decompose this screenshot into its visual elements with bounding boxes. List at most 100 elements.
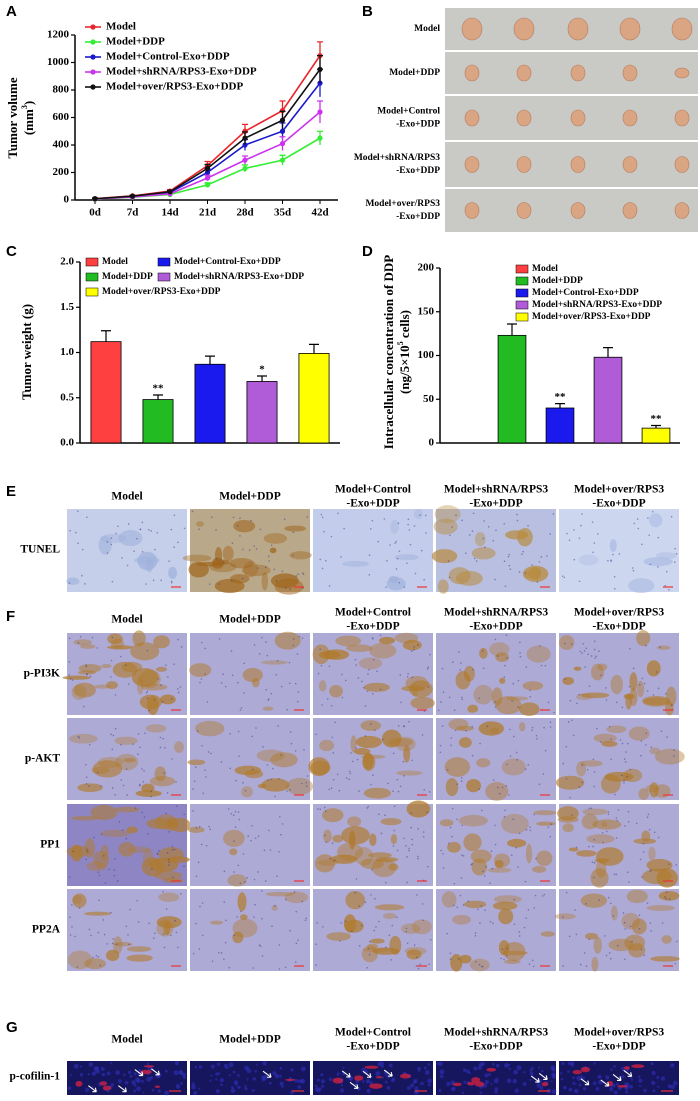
x-tick-label: 7d — [127, 207, 139, 219]
texture — [223, 958, 225, 961]
texture — [229, 732, 231, 735]
texture — [482, 667, 485, 669]
y-axis-label: Tumor weight (g) — [19, 304, 34, 400]
texture — [672, 1063, 675, 1067]
texture — [68, 582, 71, 584]
texture — [479, 742, 481, 745]
texture — [246, 877, 248, 879]
column-header: Model+Control — [335, 1027, 411, 1039]
texture — [70, 1074, 73, 1077]
texture — [103, 855, 105, 857]
tumor — [570, 202, 586, 219]
texture — [86, 673, 88, 675]
texture — [321, 1084, 325, 1088]
texture — [278, 968, 281, 970]
texture — [175, 781, 177, 783]
texture — [310, 760, 331, 775]
y-axis-label: Intracellular concentration of DDP (ng/5×… — [381, 255, 412, 449]
texture — [393, 829, 396, 832]
texture — [413, 525, 416, 527]
texture — [506, 954, 508, 957]
texture — [321, 516, 324, 519]
texture — [112, 938, 115, 940]
texture — [448, 696, 451, 699]
texture — [665, 891, 668, 894]
texture — [360, 720, 382, 731]
texture — [93, 850, 110, 869]
texture — [506, 763, 508, 766]
texture — [467, 1081, 475, 1086]
legend-swatch — [515, 312, 529, 322]
texture — [551, 1089, 557, 1095]
texture — [516, 1065, 522, 1071]
texture — [536, 581, 539, 583]
texture — [301, 782, 303, 785]
texture — [606, 725, 627, 734]
texture — [136, 899, 138, 902]
texture — [550, 823, 552, 825]
texture — [239, 517, 241, 520]
texture — [354, 747, 371, 755]
texture — [615, 837, 618, 839]
texture — [462, 855, 465, 857]
texture — [610, 905, 618, 921]
texture — [229, 558, 254, 569]
texture — [406, 800, 431, 818]
texture — [638, 1084, 642, 1088]
texture — [380, 817, 402, 826]
texture — [460, 662, 462, 664]
texture — [463, 900, 487, 909]
texture — [114, 858, 117, 860]
y-axis-title: Intracellular concentration of DDP — [381, 255, 396, 449]
texture — [196, 521, 204, 527]
y-tick-label: 600 — [53, 111, 70, 123]
texture — [149, 776, 176, 787]
texture — [452, 1082, 462, 1087]
legend-label: Model+Control-Exo+DDP — [174, 257, 281, 267]
texture — [106, 681, 118, 690]
texture — [77, 735, 80, 738]
column-header: Model+over/RPS3 — [574, 1027, 664, 1039]
texture — [195, 875, 198, 878]
texture — [474, 1081, 485, 1087]
texture — [629, 1084, 633, 1089]
texture — [394, 554, 419, 561]
texture — [261, 890, 263, 892]
texture — [521, 553, 523, 555]
texture — [339, 940, 341, 942]
texture — [268, 829, 270, 832]
texture — [244, 789, 247, 792]
texture — [396, 849, 399, 852]
texture — [460, 780, 463, 782]
texture — [71, 904, 73, 906]
texture — [191, 510, 194, 513]
texture — [385, 881, 387, 884]
texture — [274, 904, 276, 907]
texture — [448, 567, 471, 585]
texture — [506, 657, 508, 659]
texture — [354, 658, 357, 661]
texture — [468, 1071, 471, 1075]
texture — [528, 963, 531, 966]
tumor — [516, 202, 532, 219]
texture — [108, 868, 110, 871]
texture — [449, 826, 452, 829]
texture — [98, 535, 112, 555]
texture — [481, 650, 484, 652]
data-point — [317, 135, 323, 141]
texture — [354, 1075, 364, 1081]
texture — [305, 781, 308, 784]
texture — [474, 532, 486, 547]
texture — [529, 695, 532, 698]
texture — [646, 902, 649, 904]
texture — [350, 752, 352, 754]
tumor — [464, 202, 480, 219]
texture — [492, 539, 495, 542]
texture — [236, 916, 239, 918]
error-bar — [205, 355, 215, 365]
texture — [397, 725, 400, 727]
texture — [613, 575, 616, 578]
texture — [638, 684, 641, 686]
texture — [84, 583, 86, 585]
texture — [253, 878, 256, 881]
